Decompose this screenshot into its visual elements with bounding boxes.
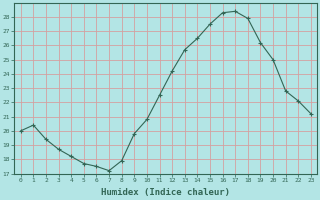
X-axis label: Humidex (Indice chaleur): Humidex (Indice chaleur) [101,188,230,197]
